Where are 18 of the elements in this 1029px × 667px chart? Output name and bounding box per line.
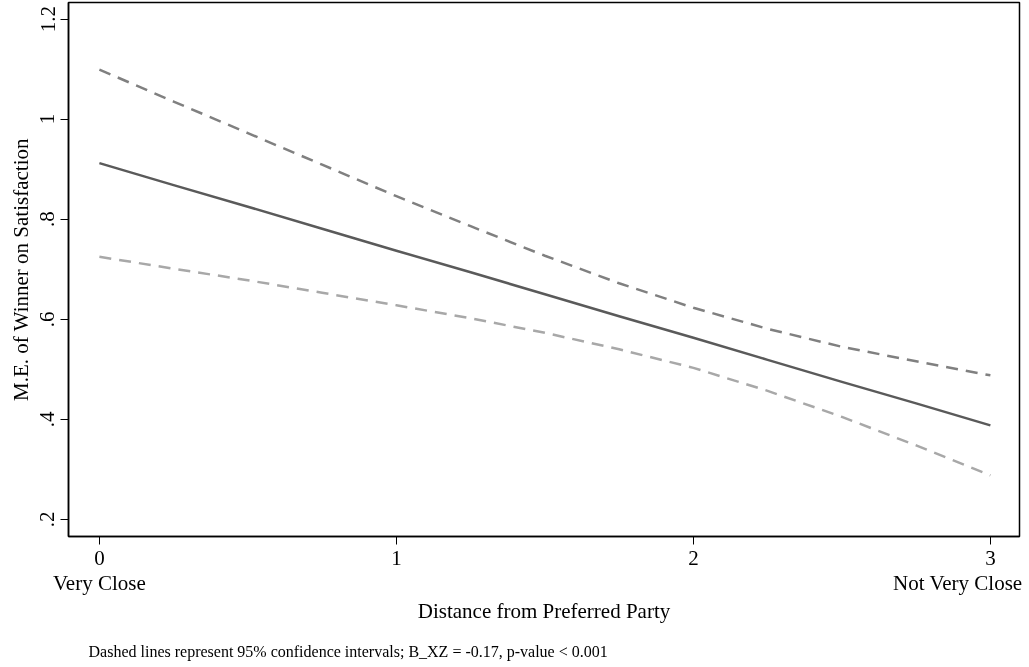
- line-series: [98, 255, 992, 477]
- y-axis-title: M.E. of Winner on Satisfaction: [8, 138, 33, 401]
- text: Very Close: [53, 570, 146, 595]
- x-tick-label: 3: [985, 545, 996, 570]
- x-tick-label: 1: [391, 545, 402, 570]
- line-series: [98, 161, 992, 427]
- x-tick-label: 0: [94, 545, 105, 570]
- y-tick-label: 1.2: [35, 5, 60, 33]
- y-tick-label: .8: [35, 211, 60, 228]
- x-tick-label: 2: [688, 545, 699, 570]
- y-tick-label: 1: [35, 113, 60, 125]
- line-series: [98, 68, 992, 377]
- x-axis-title: Distance from Preferred Party: [417, 598, 671, 623]
- text: Dashed lines represent 95% confidence intervals; B_XZ = -0.17, p-value < 0.001: [88, 642, 608, 661]
- y-tick-label: .2: [35, 511, 60, 528]
- y-tick-label: .4: [35, 411, 60, 428]
- text: Not Very Close: [893, 570, 1023, 595]
- y-tick-label: .6: [35, 311, 60, 328]
